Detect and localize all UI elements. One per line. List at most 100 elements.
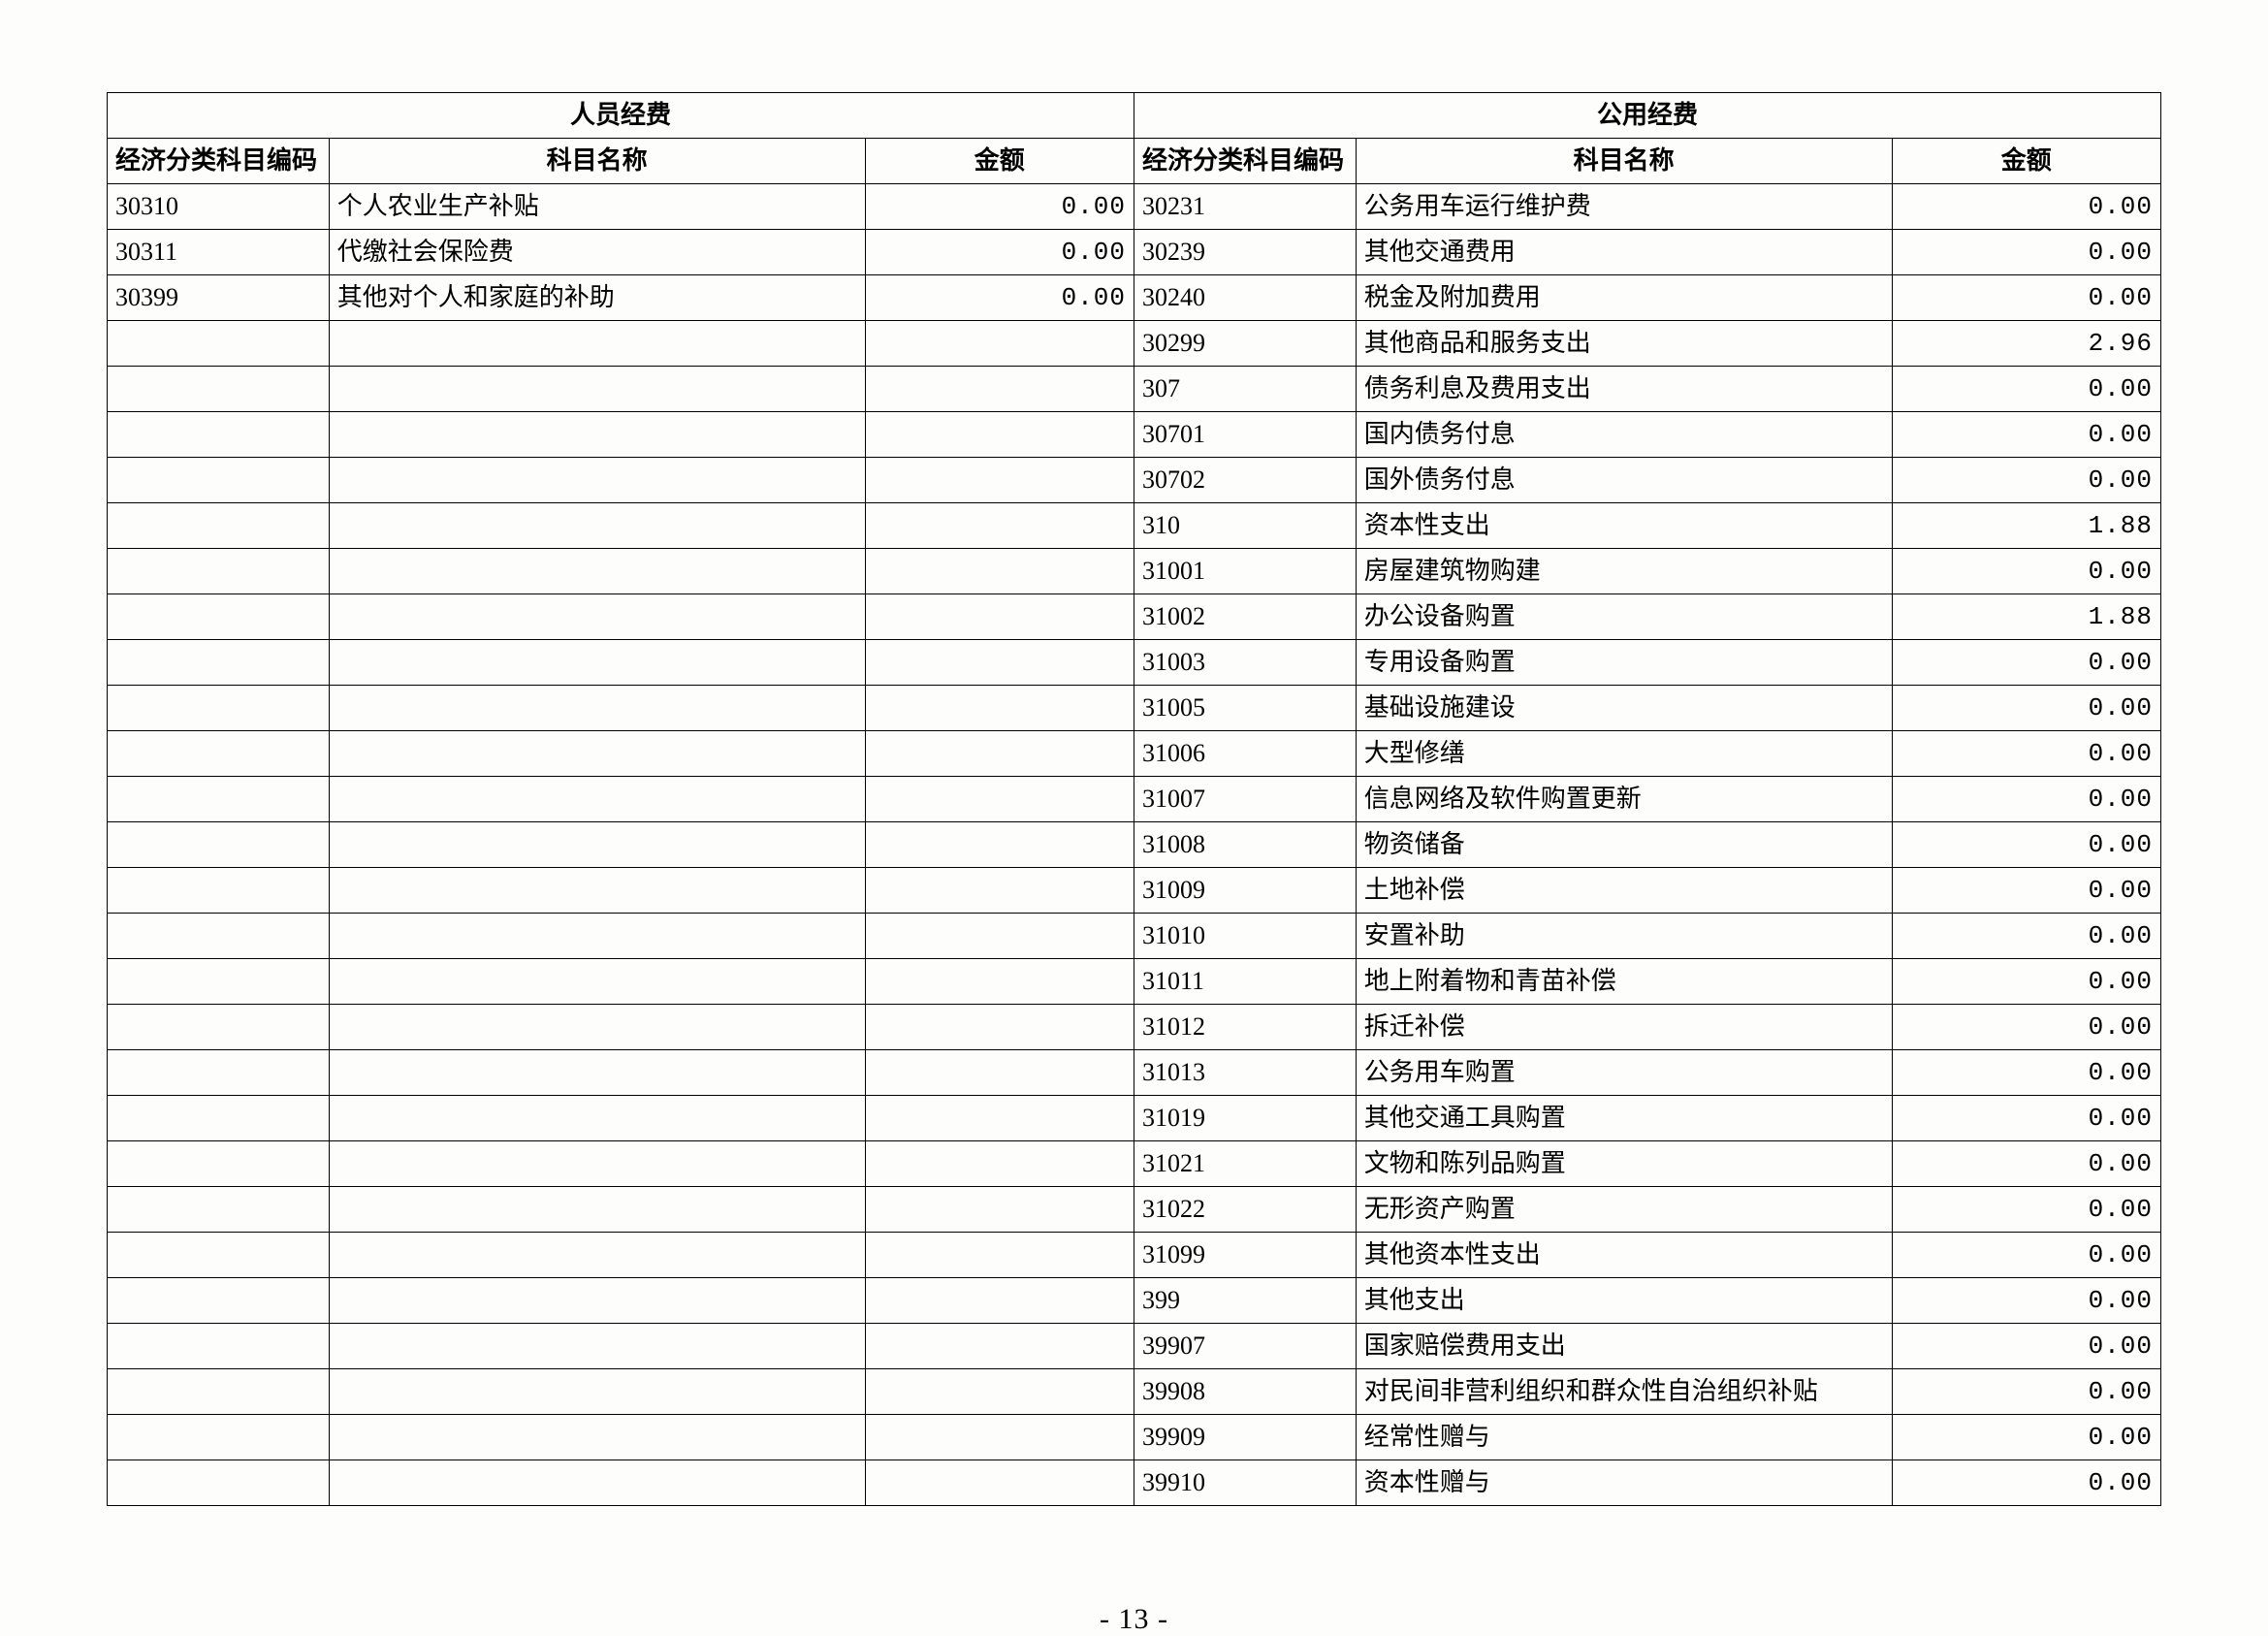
cell-code (108, 686, 330, 731)
table-row: 30702国外债务付息0.00 (108, 458, 2161, 503)
table-row: 39908对民间非营利组织和群众性自治组织补贴0.00 (108, 1369, 2161, 1415)
cell-name: 拆迁补偿 (1356, 1005, 1892, 1050)
cell-amount (865, 1187, 1134, 1233)
cell-name: 其他支出 (1356, 1278, 1892, 1324)
cell-name (329, 1369, 865, 1415)
cell-code: 31012 (1134, 1005, 1356, 1050)
cell-amount: 0.00 (1892, 458, 2160, 503)
cell-amount: 0.00 (1892, 822, 2160, 868)
cell-name: 土地补偿 (1356, 868, 1892, 914)
cell-name: 其他交通费用 (1356, 230, 1892, 275)
cell-amount (865, 1278, 1134, 1324)
cell-amount: 0.00 (1892, 1415, 2160, 1460)
cell-name (329, 1460, 865, 1506)
cell-name: 办公设备购置 (1356, 594, 1892, 640)
cell-code (108, 1050, 330, 1096)
cell-name: 其他交通工具购置 (1356, 1096, 1892, 1141)
table-row: 30299其他商品和服务支出2.96 (108, 321, 2161, 367)
cell-code (108, 1141, 330, 1187)
cell-name: 资本性赠与 (1356, 1460, 1892, 1506)
table-row: 31002办公设备购置1.88 (108, 594, 2161, 640)
cell-amount: 0.00 (1892, 184, 2160, 230)
cell-name: 信息网络及软件购置更新 (1356, 777, 1892, 822)
cell-code (108, 503, 330, 549)
table-row: 31022无形资产购置0.00 (108, 1187, 2161, 1233)
cell-code (108, 1324, 330, 1369)
cell-code (108, 777, 330, 822)
cell-code (108, 321, 330, 367)
cell-name (329, 1005, 865, 1050)
table-row: 31006大型修缮0.00 (108, 731, 2161, 777)
cell-amount (865, 594, 1134, 640)
cell-amount: 0.00 (865, 275, 1134, 321)
cell-amount (865, 1050, 1134, 1096)
col-name-right: 科目名称 (1356, 139, 1892, 184)
cell-name: 公务用车购置 (1356, 1050, 1892, 1096)
col-code-right: 经济分类科目编码 (1134, 139, 1356, 184)
table-row: 310资本性支出1.88 (108, 503, 2161, 549)
cell-name (329, 1141, 865, 1187)
cell-code (108, 914, 330, 959)
cell-code: 31002 (1134, 594, 1356, 640)
table-row: 30311代缴社会保险费0.0030239其他交通费用0.00 (108, 230, 2161, 275)
table-row: 31011地上附着物和青苗补偿0.00 (108, 959, 2161, 1005)
cell-amount (865, 321, 1134, 367)
cell-code: 39908 (1134, 1369, 1356, 1415)
cell-code: 31007 (1134, 777, 1356, 822)
cell-name (329, 367, 865, 412)
cell-amount: 0.00 (1892, 868, 2160, 914)
cell-name (329, 731, 865, 777)
cell-code: 30299 (1134, 321, 1356, 367)
cell-code: 31019 (1134, 1096, 1356, 1141)
cell-amount: 0.00 (1892, 1005, 2160, 1050)
cell-name: 文物和陈列品购置 (1356, 1141, 1892, 1187)
cell-amount: 0.00 (1892, 549, 2160, 594)
cell-amount: 0.00 (1892, 275, 2160, 321)
cell-amount: 0.00 (1892, 1096, 2160, 1141)
cell-name: 税金及附加费用 (1356, 275, 1892, 321)
cell-name: 债务利息及费用支出 (1356, 367, 1892, 412)
cell-code (108, 1460, 330, 1506)
cell-amount (865, 503, 1134, 549)
cell-code: 31013 (1134, 1050, 1356, 1096)
cell-amount (865, 686, 1134, 731)
cell-code (108, 868, 330, 914)
cell-amount: 0.00 (865, 184, 1134, 230)
cell-code: 31010 (1134, 914, 1356, 959)
cell-code (108, 594, 330, 640)
cell-amount (865, 1324, 1134, 1369)
cell-code (108, 1187, 330, 1233)
cell-name: 国外债务付息 (1356, 458, 1892, 503)
cell-name: 专用设备购置 (1356, 640, 1892, 686)
cell-name: 代缴社会保险费 (329, 230, 865, 275)
cell-amount (865, 822, 1134, 868)
cell-name (329, 594, 865, 640)
cell-amount (865, 549, 1134, 594)
table-row: 39910资本性赠与0.00 (108, 1460, 2161, 1506)
header-right-group: 公用经费 (1134, 93, 2160, 139)
cell-name: 对民间非营利组织和群众性自治组织补贴 (1356, 1369, 1892, 1415)
cell-name (329, 686, 865, 731)
table-row: 31008物资储备0.00 (108, 822, 2161, 868)
cell-code: 31009 (1134, 868, 1356, 914)
budget-table: 人员经费 公用经费 经济分类科目编码 科目名称 金额 经济分类科目编码 科目名称… (107, 92, 2161, 1506)
cell-code: 30311 (108, 230, 330, 275)
cell-amount: 0.00 (1892, 959, 2160, 1005)
cell-amount (865, 1005, 1134, 1050)
cell-name: 无形资产购置 (1356, 1187, 1892, 1233)
cell-code (108, 1369, 330, 1415)
cell-name: 房屋建筑物购建 (1356, 549, 1892, 594)
cell-amount (865, 1415, 1134, 1460)
cell-code (108, 412, 330, 458)
table-row: 31013公务用车购置0.00 (108, 1050, 2161, 1096)
table-row: 31003专用设备购置0.00 (108, 640, 2161, 686)
cell-code: 31021 (1134, 1141, 1356, 1187)
cell-code: 31099 (1134, 1233, 1356, 1278)
header-row-cols: 经济分类科目编码 科目名称 金额 经济分类科目编码 科目名称 金额 (108, 139, 2161, 184)
table-row: 31019其他交通工具购置0.00 (108, 1096, 2161, 1141)
table-row: 307债务利息及费用支出0.00 (108, 367, 2161, 412)
cell-amount (865, 959, 1134, 1005)
cell-name (329, 914, 865, 959)
cell-code (108, 367, 330, 412)
cell-name (329, 321, 865, 367)
